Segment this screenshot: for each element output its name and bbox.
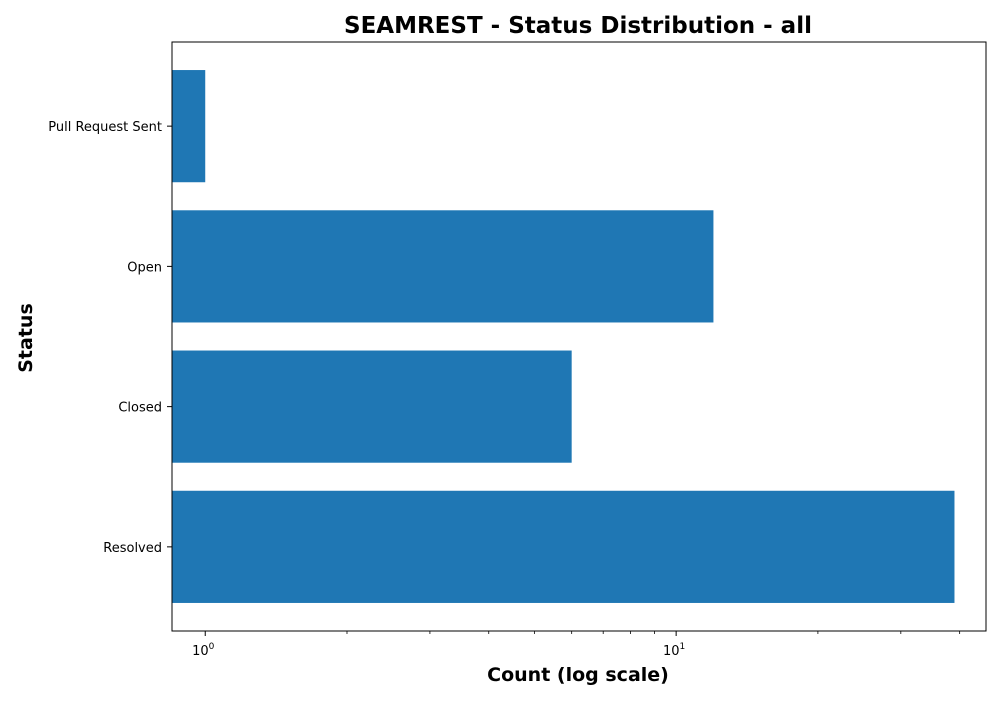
bars-group [172,70,955,603]
bar-closed [172,350,572,463]
x-tick-label-exponent: 1 [680,642,686,652]
x-tick-label-base: 10 [663,644,680,659]
y-tick-label: Open [127,260,162,275]
y-tick-label: Pull Request Sent [48,120,162,135]
x-tick-label-base: 10 [192,644,209,659]
y-tick-label: Resolved [103,541,162,556]
bar-open [172,210,714,323]
y-tick-label: Closed [118,401,162,416]
x-tick-label: 100 [192,642,215,659]
x-tick-label-exponent: 0 [209,642,215,652]
plot-frame [171,41,987,632]
x-tick-label: 101 [663,642,685,659]
y-axis-label: Status [15,303,37,373]
x-axis-label: Count (log scale) [487,664,669,686]
chart-title: SEAMREST - Status Distribution - all [344,13,812,39]
bar-resolved [172,490,955,603]
bar-pull-request-sent [172,70,206,183]
